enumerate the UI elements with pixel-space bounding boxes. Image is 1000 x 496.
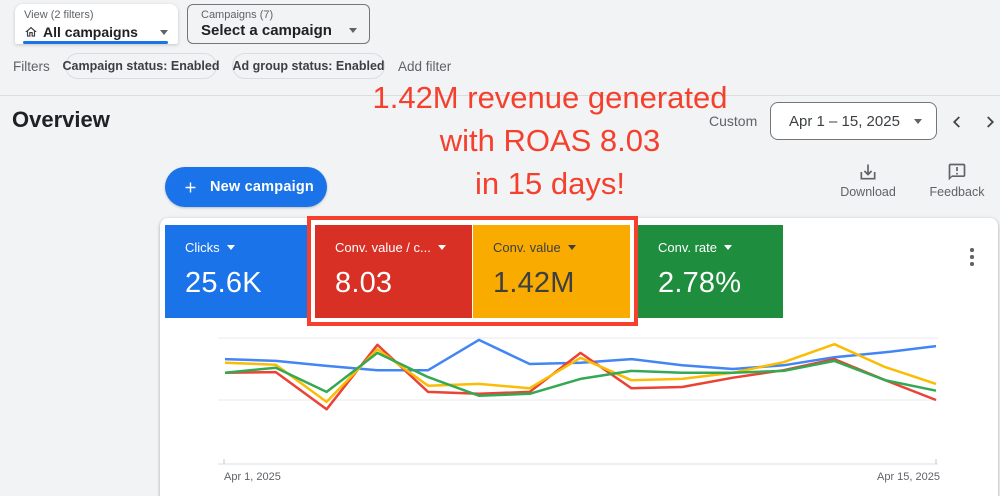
x-axis-label-end: Apr 15, 2025 bbox=[877, 471, 940, 483]
view-selector[interactable]: View (2 filters) All campaigns bbox=[15, 4, 178, 44]
scorecard-metric-dropdown[interactable]: Conv. value bbox=[493, 240, 630, 255]
scorecard-label: Conv. value bbox=[493, 240, 561, 255]
scorecard-value: 25.6K bbox=[185, 267, 262, 299]
chevron-down-icon bbox=[914, 118, 922, 124]
scorecard-value: 1.42M bbox=[493, 267, 575, 299]
filters-label: Filters bbox=[13, 59, 50, 74]
view-selector-label: View (2 filters) bbox=[24, 9, 94, 21]
trend-line-conv-value bbox=[224, 342, 937, 404]
annotation-line-3: in 15 days! bbox=[475, 166, 625, 201]
campaign-selector[interactable]: Campaigns (7) Select a campaign bbox=[187, 4, 370, 44]
download-icon bbox=[858, 162, 878, 182]
page-title: Overview bbox=[12, 107, 110, 132]
filter-chip-ad-group-status[interactable]: Ad group status: Enabled bbox=[232, 53, 385, 79]
kebab-menu-icon[interactable] bbox=[962, 242, 982, 272]
trend-line-clicks bbox=[224, 338, 937, 372]
chevron-down-icon bbox=[437, 245, 446, 250]
chevron-down-icon bbox=[226, 245, 235, 250]
date-range-value: Apr 1 – 15, 2025 bbox=[789, 112, 900, 130]
chevron-down-icon bbox=[567, 245, 576, 250]
feedback-button[interactable]: Feedback bbox=[922, 162, 992, 199]
scorecard-metric-dropdown[interactable]: Clicks bbox=[185, 240, 310, 255]
scorecard-conv-value: Conv. value 1.42M bbox=[473, 225, 630, 318]
scorecard-value: 8.03 bbox=[335, 267, 393, 299]
view-selector-value: All campaigns bbox=[43, 24, 138, 40]
campaign-selector-label: Campaigns (7) bbox=[201, 9, 274, 21]
filter-chip-campaign-status[interactable]: Campaign status: Enabled bbox=[63, 53, 220, 79]
x-axis-label-start: Apr 1, 2025 bbox=[224, 471, 281, 483]
download-button[interactable]: Download bbox=[836, 162, 900, 199]
home-icon bbox=[24, 25, 38, 39]
trend-chart bbox=[218, 337, 938, 465]
scorecard-value: 2.78% bbox=[658, 267, 742, 299]
previous-date-range-button[interactable] bbox=[944, 109, 970, 135]
chevron-left-icon bbox=[946, 111, 968, 133]
next-date-range-button[interactable] bbox=[977, 109, 1000, 135]
date-range-mode-label: Custom bbox=[709, 113, 758, 129]
scorecard-metric-dropdown[interactable]: Conv. rate bbox=[658, 240, 783, 255]
date-range-selector[interactable]: Apr 1 – 15, 2025 bbox=[770, 102, 937, 140]
chevron-down-icon bbox=[349, 28, 357, 33]
feedback-icon bbox=[947, 162, 967, 182]
campaign-selector-value: Select a campaign bbox=[201, 22, 332, 39]
active-selector-underline bbox=[23, 40, 168, 44]
scorecard-label: Clicks bbox=[185, 240, 220, 255]
trend-line-conv-value-cost bbox=[224, 343, 937, 411]
new-campaign-label: New campaign bbox=[210, 179, 314, 195]
scorecard-label: Conv. rate bbox=[658, 240, 718, 255]
trend-line-conv-rate bbox=[224, 351, 937, 397]
trend-series-group bbox=[224, 338, 937, 411]
scorecard-clicks: Clicks 25.6K bbox=[165, 225, 310, 318]
plus-icon bbox=[182, 179, 199, 196]
add-filter-button[interactable]: Add filter bbox=[398, 59, 452, 74]
chevron-right-icon bbox=[979, 111, 1000, 133]
header-divider bbox=[0, 95, 1000, 96]
scorecard-conv-rate: Conv. rate 2.78% bbox=[638, 225, 783, 318]
scorecard-conv-value-per-cost: Conv. value / c... 8.03 bbox=[315, 225, 472, 318]
scorecard-label: Conv. value / c... bbox=[335, 240, 431, 255]
feedback-label: Feedback bbox=[929, 185, 985, 199]
download-label: Download bbox=[840, 185, 896, 199]
scorecard-metric-dropdown[interactable]: Conv. value / c... bbox=[335, 240, 472, 255]
chevron-down-icon bbox=[724, 245, 733, 250]
chevron-down-icon bbox=[160, 29, 168, 35]
new-campaign-button[interactable]: New campaign bbox=[165, 167, 327, 207]
